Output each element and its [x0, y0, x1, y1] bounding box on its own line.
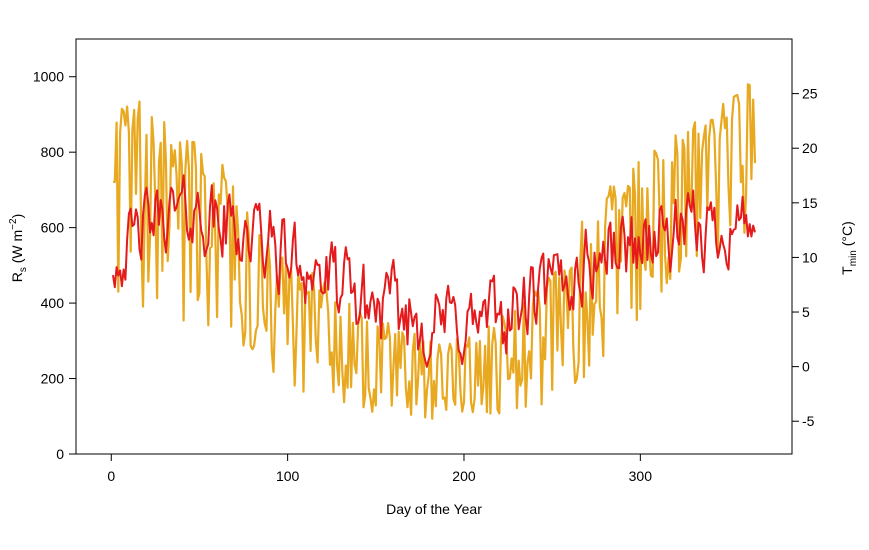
y-right-title-base: T: [839, 266, 855, 275]
y-left-tick-label: 0: [56, 446, 64, 462]
y-left-title-unit-suffix: ): [9, 214, 25, 219]
x-axis-title: Day of the Year: [386, 501, 482, 517]
x-axis: 0 100 200 300: [107, 453, 653, 484]
y-left-tick-label: 400: [41, 295, 65, 311]
x-tick-label: 300: [629, 468, 653, 484]
series-layer: [112, 83, 757, 420]
x-tick-label: 100: [276, 468, 300, 484]
y-left-tick-label: 1000: [33, 69, 64, 85]
y-right-tick-label: 25: [802, 86, 818, 102]
y-right-tick-label: 0: [802, 359, 810, 375]
y-right-tick-label: -5: [802, 413, 815, 429]
y-right-title-sub: min: [848, 250, 859, 266]
y-right-tick-label: 5: [802, 304, 810, 320]
y-left-axis: 0 200 400 600 800 1000: [33, 69, 77, 462]
y-left-tick-label: 800: [41, 144, 65, 160]
y-left-title-unit-prefix: (W m: [9, 230, 25, 267]
y-right-axis-title: Tmin (°C): [839, 221, 859, 275]
y-left-title-sub: s: [18, 267, 29, 272]
x-tick-label: 200: [452, 468, 476, 484]
series-rs-line: [112, 83, 757, 420]
y-left-axis-title: Rs (W m−2): [8, 214, 29, 283]
x-tick-label: 0: [107, 468, 115, 484]
y-right-title-unit: (°C): [839, 221, 855, 250]
y-left-title-sup: −2: [8, 218, 19, 230]
y-left-title-base: R: [9, 272, 25, 282]
y-left-tick-label: 600: [41, 220, 65, 236]
series-tmin-line: [112, 174, 756, 368]
y-left-tick-label: 200: [41, 371, 65, 387]
y-right-tick-label: 20: [802, 140, 818, 156]
y-right-tick-label: 10: [802, 249, 818, 265]
y-right-tick-label: 15: [802, 195, 818, 211]
y-right-axis: -5 0 5 10 15 20 25: [791, 86, 818, 429]
